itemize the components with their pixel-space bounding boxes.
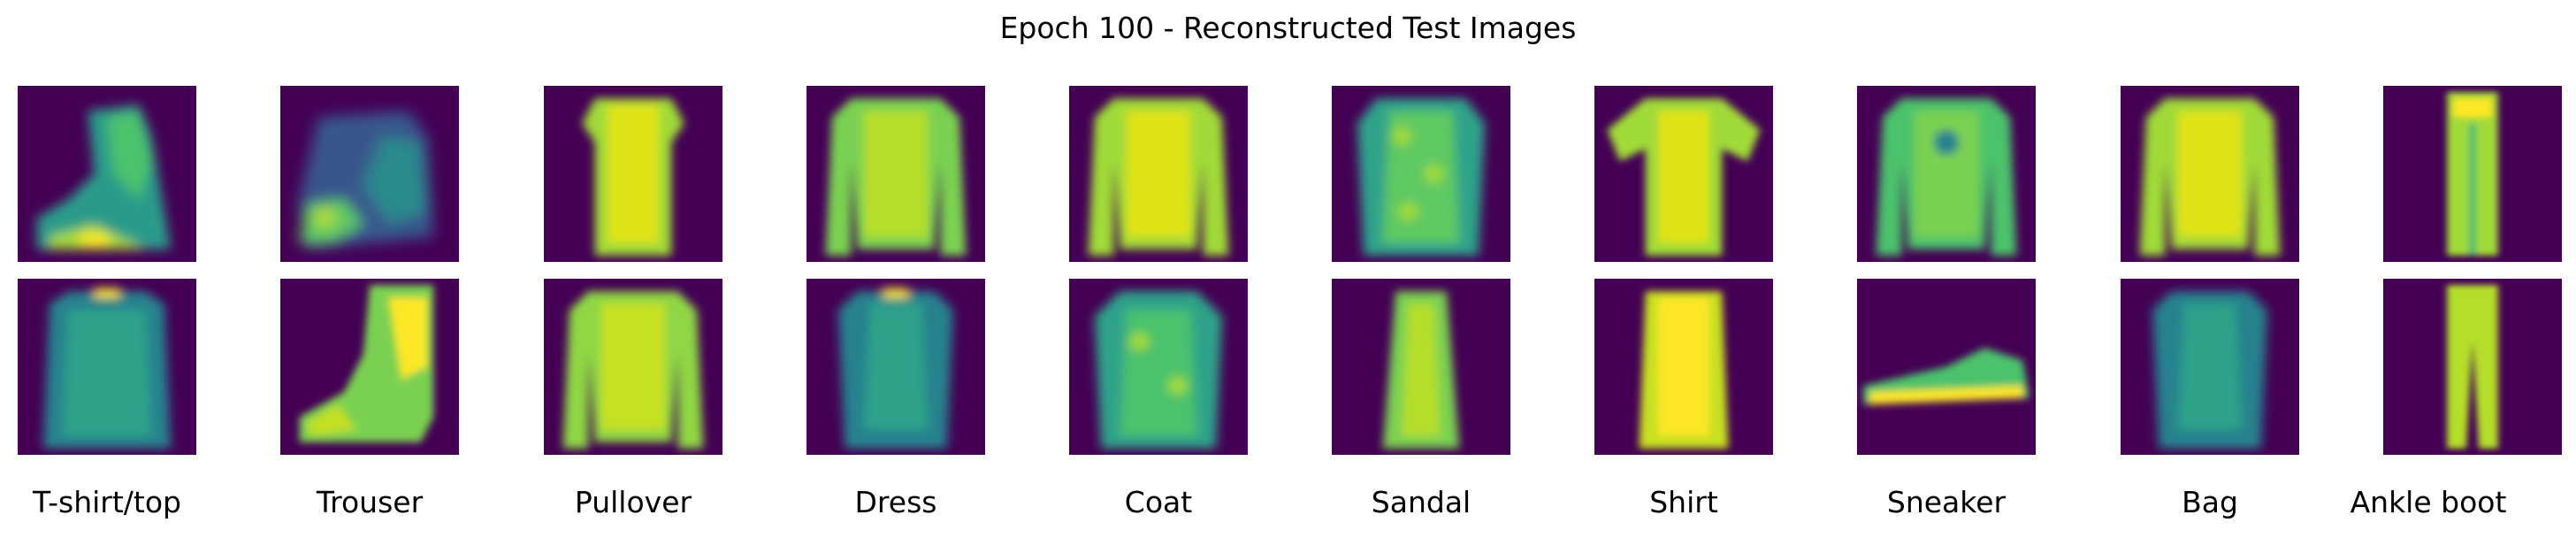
image-top-1 (280, 86, 459, 262)
image-bottom-7 (1857, 279, 2036, 455)
class-label-3: Dress (854, 485, 937, 519)
image-top-2 (544, 86, 722, 262)
class-label-6: Shirt (1649, 485, 1718, 519)
image-top-4 (1069, 86, 1248, 262)
image-bottom-0 (18, 279, 196, 455)
image-top-8 (2121, 86, 2299, 262)
image-top-0 (18, 86, 196, 262)
class-label-0: T-shirt/top (32, 485, 181, 519)
image-bottom-2 (544, 279, 722, 455)
image-top-6 (1594, 86, 1773, 262)
image-bottom-5 (1332, 279, 1510, 455)
class-label-5: Sandal (1371, 485, 1471, 519)
image-bottom-8 (2121, 279, 2299, 455)
class-label-8: Bag (2182, 485, 2238, 519)
figure-title: Epoch 100 - Reconstructed Test Images (999, 11, 1577, 45)
image-bottom-9 (2383, 279, 2562, 455)
image-bottom-6 (1594, 279, 1773, 455)
class-label-9: Ankle boot (2350, 485, 2507, 519)
image-bottom-3 (806, 279, 985, 455)
class-label-2: Pullover (574, 485, 692, 519)
image-bottom-1 (280, 279, 459, 455)
image-top-5 (1332, 86, 1510, 262)
image-top-7 (1857, 86, 2036, 262)
image-top-3 (806, 86, 985, 262)
image-top-9 (2383, 86, 2562, 262)
class-label-1: Trouser (316, 485, 424, 519)
class-label-7: Sneaker (1886, 485, 2007, 519)
class-label-4: Coat (1124, 485, 1193, 519)
image-bottom-4 (1069, 279, 1248, 455)
